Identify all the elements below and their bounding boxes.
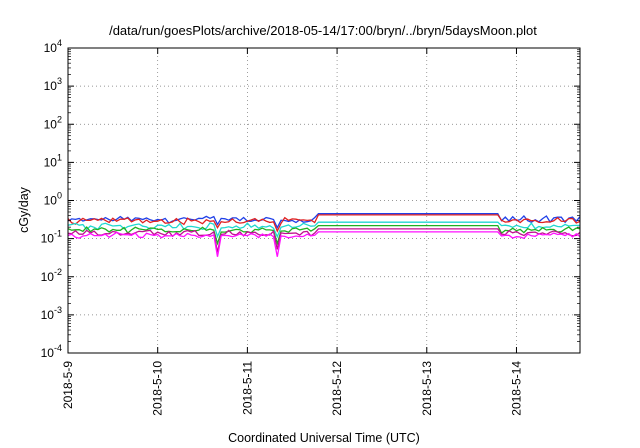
y-tick-label: 104 xyxy=(44,38,62,55)
y-tick-label: 10-4 xyxy=(41,343,62,360)
y-tick-label: 10-1 xyxy=(41,229,62,246)
y-axis-label: cGy/day xyxy=(17,186,31,233)
x-tick-label: 2018-5-13 xyxy=(420,361,434,416)
x-tick-label: 2018-5-12 xyxy=(330,361,344,416)
y-tick-label: 10-2 xyxy=(41,267,62,284)
y-tick-label: 100 xyxy=(44,191,62,208)
x-axis: 2018-5-9 2018-5-10 2018-5-11 2018-5-12 2018-… xyxy=(61,48,523,416)
y-tick-label: 101 xyxy=(44,152,62,169)
series-line xyxy=(67,228,581,253)
x-tick-label: 2018-5-11 xyxy=(240,361,254,415)
y-tick-label: 103 xyxy=(44,76,62,93)
y-tick-label: 10-3 xyxy=(41,305,62,322)
grid xyxy=(68,48,580,353)
y-tick-label: 102 xyxy=(44,114,62,131)
x-axis-label: Coordinated Universal Time (UTC) xyxy=(228,431,420,445)
series-line xyxy=(67,231,581,257)
series-line xyxy=(67,213,581,230)
x-tick-label: 2018-5-10 xyxy=(151,361,165,416)
y-axis: 10-4 10-3 10-2 10-1 100 101 102 103 104 xyxy=(41,38,580,360)
series-line xyxy=(67,224,581,246)
x-tick-label: 2018-5-9 xyxy=(61,361,75,409)
series-layer xyxy=(67,213,581,257)
series-line xyxy=(67,214,581,233)
x-tick-label: 2018-5-14 xyxy=(509,361,523,416)
chart-title: /data/run/goesPlots/archive/2018-05-14/1… xyxy=(109,23,537,38)
